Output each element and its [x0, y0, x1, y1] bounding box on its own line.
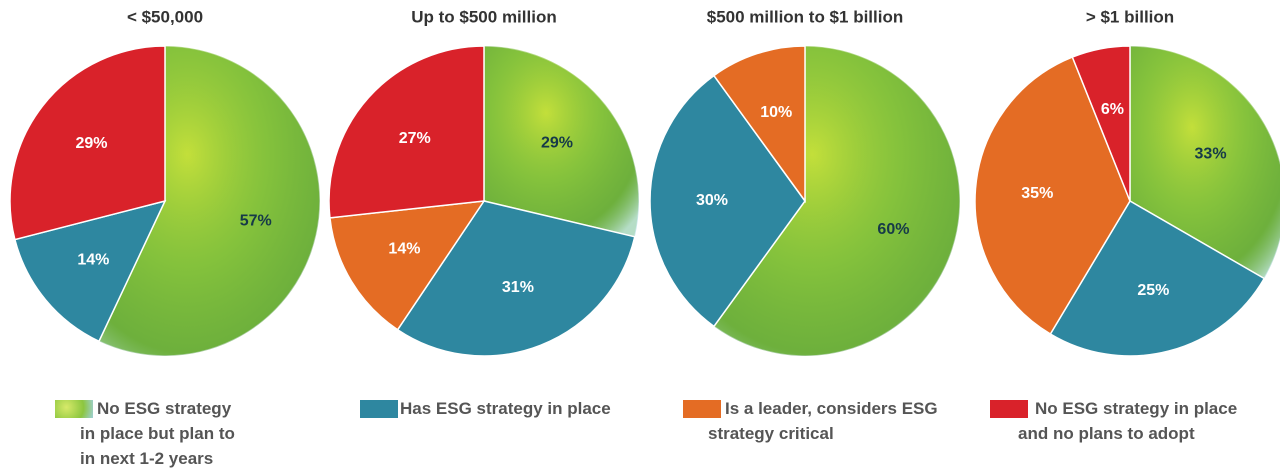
value-label: 29%: [541, 135, 573, 152]
value-label: 29%: [75, 135, 107, 152]
pie-slice: [9, 45, 166, 241]
legend-label: Is a leader, considers ESG strategy crit…: [708, 399, 938, 443]
legend-label: No ESG strategy in place and no plans to…: [1018, 399, 1238, 443]
pie-slice: [329, 200, 486, 331]
slice-texture: [1130, 46, 1280, 279]
pie-slice: [712, 45, 806, 204]
legend-swatch: [55, 400, 93, 418]
value-label: 57%: [240, 213, 272, 230]
chart-title: > $1 billion: [1086, 7, 1174, 26]
slice-texture: [99, 46, 320, 356]
value-label: 31%: [502, 279, 534, 296]
pie-slice: [649, 74, 806, 328]
value-label: 30%: [696, 192, 728, 209]
value-label: 60%: [877, 221, 909, 238]
legend-label: Has ESG strategy in place: [400, 399, 611, 418]
pie-slice: [974, 56, 1131, 336]
value-label: 27%: [399, 130, 431, 147]
value-label: 10%: [760, 104, 792, 121]
pie-slice: [1071, 45, 1131, 202]
legend-swatch: [990, 400, 1028, 418]
pie-slice: [396, 200, 636, 357]
value-label: 14%: [388, 240, 420, 257]
chart-title: Up to $500 million: [411, 7, 556, 26]
pie-slice: [328, 45, 485, 219]
legend-label: No ESG strategy in place but plan to in …: [80, 399, 235, 468]
legend-swatch: [360, 400, 398, 418]
value-label: 33%: [1195, 146, 1227, 163]
value-label: 6%: [1101, 101, 1124, 118]
value-label: 35%: [1021, 185, 1053, 202]
value-label: 25%: [1137, 282, 1169, 299]
value-label: 14%: [77, 251, 109, 268]
legend-swatch: [683, 400, 721, 418]
chart-title: < $50,000: [127, 7, 203, 26]
pie-slice: [13, 199, 167, 343]
slice-texture: [713, 46, 961, 356]
chart-title: $500 million to $1 billion: [707, 7, 904, 26]
pie-slice: [1049, 199, 1266, 357]
slice-texture: [484, 46, 639, 237]
